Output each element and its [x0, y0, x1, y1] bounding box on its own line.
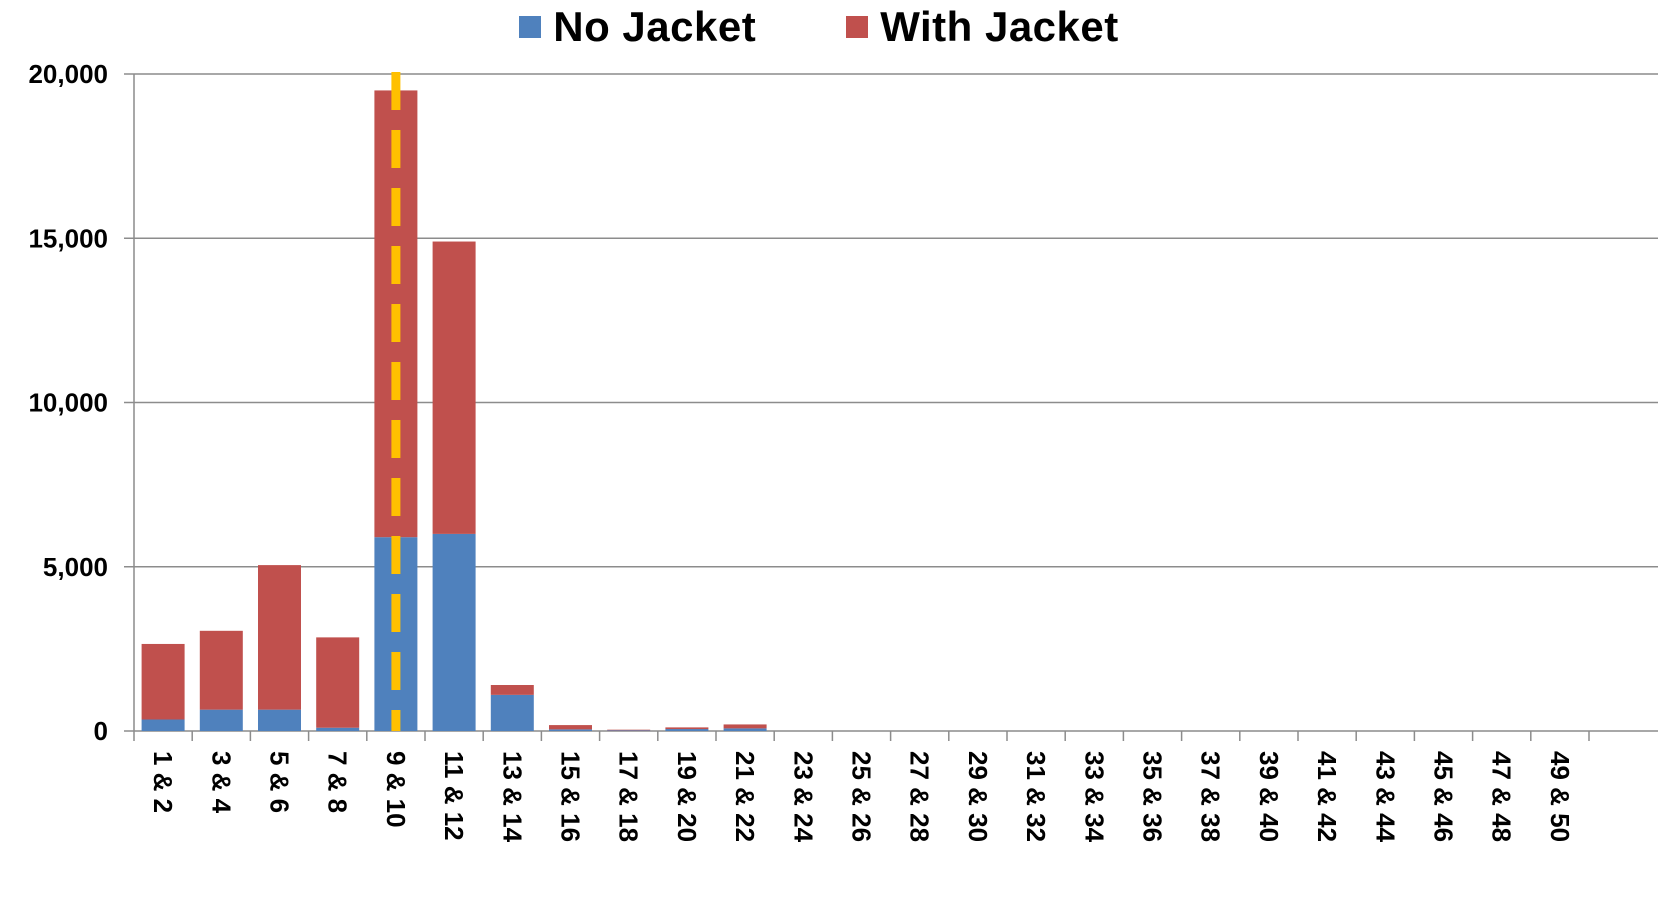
- x-category-label: 35 & 36: [1138, 751, 1168, 842]
- x-category-label: 7 & 8: [323, 751, 353, 813]
- x-category-label: 43 & 44: [1370, 751, 1400, 843]
- y-tick-label: 20,000: [28, 59, 108, 89]
- x-category-label: 31 & 32: [1021, 751, 1051, 842]
- bar-no-jacket: [665, 729, 709, 731]
- x-category-label: 5 & 6: [265, 751, 295, 813]
- bar-no-jacket: [258, 709, 301, 731]
- legend-label-no-jacket: No Jacket: [553, 3, 757, 50]
- legend-swatch-no-jacket: [519, 16, 542, 38]
- bar-no-jacket: [723, 728, 767, 731]
- bar-with-jacket: [665, 727, 709, 730]
- bar-with-jacket: [723, 724, 767, 729]
- bar-with-jacket: [549, 725, 592, 730]
- x-category-label: 47 & 48: [1487, 751, 1517, 842]
- y-tick-label: 5,000: [43, 552, 108, 582]
- legend-item-no-jacket: No Jacket: [519, 3, 756, 51]
- legend: No Jacket With Jacket: [0, 2, 1648, 52]
- x-category-label: 33 & 34: [1079, 751, 1109, 843]
- x-category-label: 19 & 20: [672, 751, 702, 842]
- x-category-label: 45 & 46: [1429, 751, 1459, 842]
- x-category-label: 17 & 18: [614, 751, 644, 842]
- bar-no-jacket: [199, 709, 243, 731]
- x-category-label: 41 & 42: [1312, 751, 1342, 842]
- x-category-label: 11 & 12: [439, 751, 469, 841]
- bar-no-jacket: [490, 694, 534, 731]
- bar-no-jacket: [141, 719, 185, 731]
- y-tick-label: 15,000: [28, 223, 108, 253]
- bar-no-jacket: [432, 533, 476, 731]
- bar-with-jacket: [490, 685, 534, 695]
- x-category-label: 25 & 26: [847, 751, 877, 842]
- x-category-label: 39 & 40: [1254, 751, 1284, 842]
- bar-with-jacket: [432, 241, 476, 534]
- x-category-label: 21 & 22: [730, 751, 760, 842]
- x-category-label: 37 & 38: [1196, 751, 1226, 842]
- x-category-label: 9 & 10: [381, 751, 411, 828]
- bar-no-jacket: [549, 729, 592, 731]
- bar-no-jacket: [607, 730, 651, 731]
- legend-label-with-jacket: With Jacket: [880, 3, 1119, 50]
- x-category-label: 49 & 50: [1545, 751, 1575, 842]
- x-category-label: 1 & 2: [148, 751, 178, 813]
- y-tick-label: 0: [94, 716, 108, 746]
- bar-with-jacket: [316, 637, 360, 728]
- x-category-label: 29 & 30: [963, 751, 993, 842]
- x-category-label: 23 & 24: [788, 751, 818, 843]
- x-category-label: 27 & 28: [905, 751, 935, 842]
- bar-with-jacket: [141, 643, 185, 720]
- bar-with-jacket: [607, 729, 651, 731]
- y-tick-label: 10,000: [28, 388, 108, 418]
- x-category-label: 13 & 14: [497, 751, 527, 843]
- bar-with-jacket: [199, 630, 243, 710]
- legend-swatch-with-jacket: [846, 16, 869, 38]
- legend-item-with-jacket: With Jacket: [846, 3, 1119, 51]
- x-category-label: 15 & 16: [556, 751, 586, 842]
- bar-no-jacket: [316, 727, 360, 731]
- x-category-label: 3 & 4: [206, 751, 236, 814]
- bar-with-jacket: [258, 565, 301, 710]
